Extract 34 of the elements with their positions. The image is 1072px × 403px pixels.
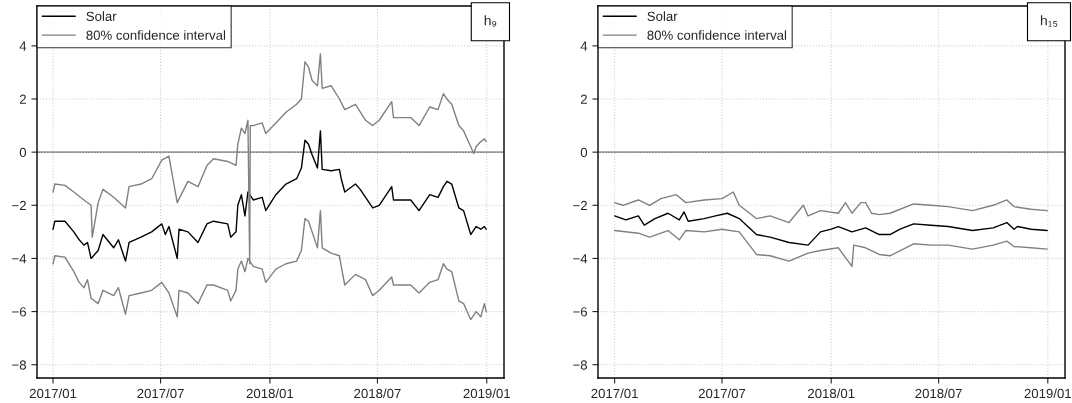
x-tick-label: 2018/07 [354, 388, 401, 399]
y-tick-label: −6 [573, 307, 587, 317]
y-tick-label: −2 [573, 200, 587, 211]
legend-label: 80% confidence interval [647, 30, 787, 40]
y-tick-label: 0 [19, 147, 27, 158]
legend-label: Solar [647, 11, 678, 21]
x-tick-label: 2019/01 [1024, 388, 1071, 399]
line-series [613, 211, 1048, 246]
y-tick-label: 2 [580, 94, 587, 104]
y-tick-label: 2 [19, 94, 26, 104]
y-tick-label: −4 [573, 254, 588, 264]
y-tick-label: −2 [12, 200, 26, 211]
legend-label: Solar [86, 11, 117, 21]
x-tick-label: 2019/01 [463, 388, 510, 399]
x-tick-label: 2017/07 [698, 388, 746, 399]
y-tick-label: −4 [12, 254, 27, 264]
text: h₉ [484, 15, 497, 27]
y-tick-label: 4 [19, 41, 27, 51]
x-tick-label: 2018/01 [246, 388, 294, 399]
line-series [613, 228, 1048, 268]
y-tick-label: 0 [580, 147, 588, 158]
x-tick-label: 2017/01 [591, 388, 638, 399]
line-series [613, 191, 1048, 224]
line-series [52, 130, 487, 262]
legend-label: 80% confidence interval [86, 30, 226, 40]
y-tick-label: −6 [12, 307, 26, 317]
x-tick-label: 2018/01 [808, 388, 855, 399]
y-tick-label: 4 [580, 41, 588, 51]
x-tick-label: 2018/07 [915, 388, 962, 399]
y-tick-label: −8 [573, 360, 588, 370]
x-tick-label: 2017/07 [137, 388, 184, 399]
y-tick-label: −8 [12, 360, 27, 370]
x-tick-label: 2017/01 [29, 388, 77, 399]
text: h₁₅ [1040, 15, 1058, 27]
